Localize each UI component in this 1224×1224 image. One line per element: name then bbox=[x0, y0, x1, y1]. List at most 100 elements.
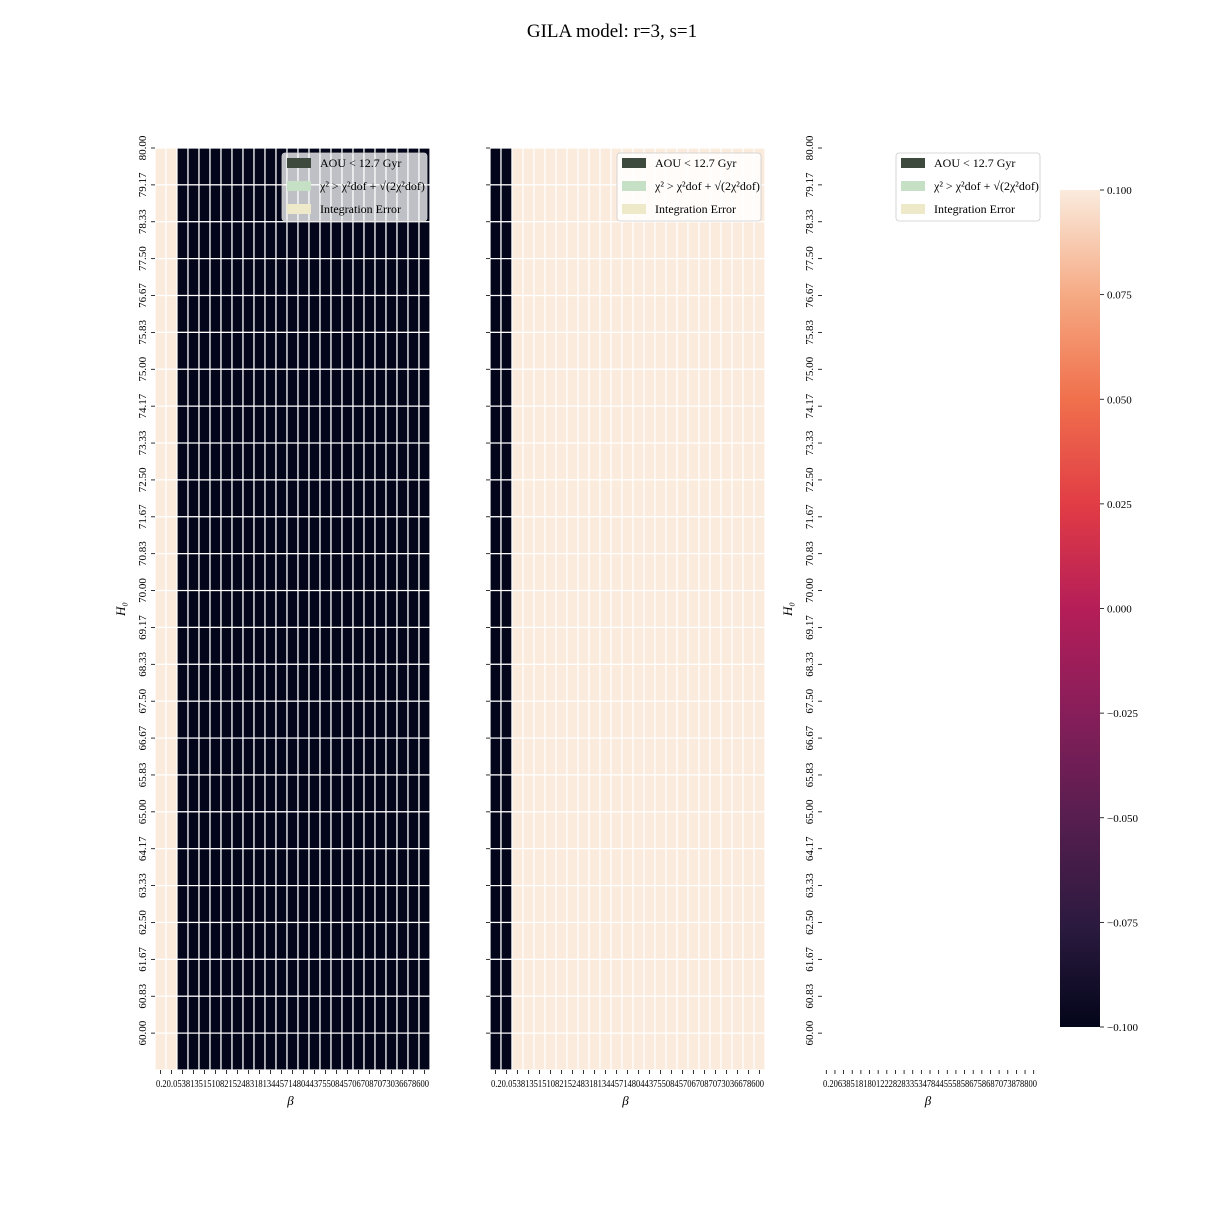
heatmap-cell bbox=[176, 258, 189, 297]
heatmap-cell bbox=[577, 294, 590, 333]
x-tick-labels: 0.20.05381351510821524831813445714804437… bbox=[156, 1078, 429, 1090]
heatmap-cell bbox=[374, 221, 387, 260]
heatmap-cell bbox=[588, 294, 601, 333]
heatmap-cell bbox=[621, 700, 634, 739]
heatmap-cell bbox=[577, 479, 590, 518]
heatmap-cell bbox=[264, 958, 277, 997]
heatmap-cell bbox=[363, 553, 376, 592]
heatmap-cell bbox=[264, 331, 277, 370]
heatmap-cell bbox=[330, 553, 343, 592]
heatmap-cell bbox=[165, 921, 178, 960]
heatmap-cell bbox=[198, 921, 211, 960]
heatmap-cell bbox=[198, 589, 211, 629]
heatmap-cell bbox=[544, 331, 557, 370]
heatmap-cell bbox=[720, 811, 733, 850]
heatmap-cell bbox=[242, 626, 255, 665]
heatmap-cell bbox=[253, 884, 266, 924]
heatmap-cell bbox=[676, 221, 689, 260]
heatmap-cell bbox=[511, 958, 524, 997]
heatmap-cell bbox=[374, 258, 387, 297]
heatmap-cell bbox=[676, 663, 689, 702]
heatmap-cell bbox=[286, 553, 299, 592]
heatmap-cell bbox=[588, 589, 601, 629]
heatmap-cell bbox=[742, 700, 755, 739]
heatmap-cell bbox=[341, 663, 354, 702]
heatmap-cell bbox=[621, 368, 634, 407]
heatmap-cell bbox=[720, 700, 733, 739]
heatmap-cell bbox=[522, 626, 535, 665]
heatmap-cell bbox=[489, 294, 502, 333]
heatmap-cell bbox=[676, 368, 689, 407]
heatmap-cell bbox=[522, 331, 535, 370]
heatmap-cell bbox=[698, 258, 711, 297]
heatmap-cell bbox=[621, 294, 634, 333]
y-tick-label: 63.33 bbox=[137, 873, 149, 898]
heatmap-cell bbox=[544, 737, 557, 776]
heatmap-cell bbox=[599, 774, 612, 813]
heatmap-cell bbox=[297, 1032, 310, 1071]
heatmap-cell bbox=[577, 184, 590, 223]
heatmap-cell bbox=[511, 626, 524, 665]
heatmap-cell bbox=[577, 516, 590, 555]
heatmap-cell bbox=[264, 700, 277, 739]
heatmap-cell bbox=[242, 589, 255, 629]
heatmap-cell bbox=[242, 1032, 255, 1071]
heatmap-cell bbox=[687, 1032, 700, 1071]
heatmap-cell bbox=[319, 294, 332, 333]
heatmap-cell bbox=[407, 553, 420, 592]
heatmap-cell bbox=[297, 368, 310, 407]
heatmap-cell bbox=[588, 921, 601, 960]
heatmap-cell bbox=[698, 331, 711, 370]
heatmap-cell bbox=[753, 774, 766, 813]
heatmap-cell bbox=[720, 479, 733, 518]
heatmap-cell bbox=[698, 921, 711, 960]
heatmap-cell bbox=[709, 331, 722, 370]
heatmap-cell bbox=[566, 811, 579, 850]
heatmap-cell bbox=[687, 258, 700, 297]
heatmap-cell bbox=[418, 884, 431, 924]
heatmap-cell bbox=[610, 221, 623, 260]
heatmap-cell bbox=[599, 663, 612, 702]
legend-label: Integration Error bbox=[934, 202, 1015, 216]
heatmap-cell bbox=[396, 516, 409, 555]
heatmap-cell bbox=[297, 516, 310, 555]
heatmap-cell bbox=[577, 442, 590, 481]
heatmap-cell bbox=[489, 331, 502, 370]
heatmap-cell bbox=[577, 958, 590, 997]
heatmap-cell bbox=[396, 258, 409, 297]
heatmap-cell bbox=[566, 700, 579, 739]
heatmap-cell bbox=[643, 405, 656, 444]
heatmap-cell bbox=[566, 221, 579, 260]
heatmap-cell bbox=[665, 442, 678, 481]
legend-swatch bbox=[901, 181, 925, 191]
heatmap-cell bbox=[407, 626, 420, 665]
heatmap-cell bbox=[709, 700, 722, 739]
heatmap-cell bbox=[555, 368, 568, 407]
heatmap-cell bbox=[253, 405, 266, 444]
heatmap-cell bbox=[297, 958, 310, 997]
heatmap-cell bbox=[407, 848, 420, 887]
heatmap-cell bbox=[588, 737, 601, 776]
heatmap-cell bbox=[522, 1032, 535, 1071]
heatmap-cell bbox=[231, 848, 244, 887]
heatmap-cell bbox=[275, 884, 288, 924]
heatmap-cell bbox=[522, 368, 535, 407]
heatmap-cell bbox=[308, 921, 321, 960]
heatmap-cell bbox=[654, 921, 667, 960]
heatmap-cell bbox=[698, 774, 711, 813]
legends: AOU < 12.7 Gyr χ² > χ²dof + √(2χ²dof) Inte… bbox=[281, 152, 1041, 222]
y-tick-label: 69.17 bbox=[137, 615, 149, 640]
heatmap-cell bbox=[231, 995, 244, 1034]
heatmap-cell bbox=[418, 589, 431, 629]
heatmap-cell bbox=[511, 405, 524, 444]
heatmap-cell bbox=[687, 774, 700, 813]
heatmap-cell bbox=[242, 995, 255, 1034]
heatmap-cell bbox=[632, 811, 645, 850]
heatmap-cell bbox=[511, 294, 524, 333]
heatmap-cell bbox=[253, 294, 266, 333]
heatmap-cell bbox=[308, 442, 321, 481]
heatmap-cell bbox=[165, 626, 178, 665]
heatmap-cell bbox=[198, 294, 211, 333]
heatmap-cell bbox=[330, 442, 343, 481]
heatmap-cell bbox=[330, 1032, 343, 1071]
